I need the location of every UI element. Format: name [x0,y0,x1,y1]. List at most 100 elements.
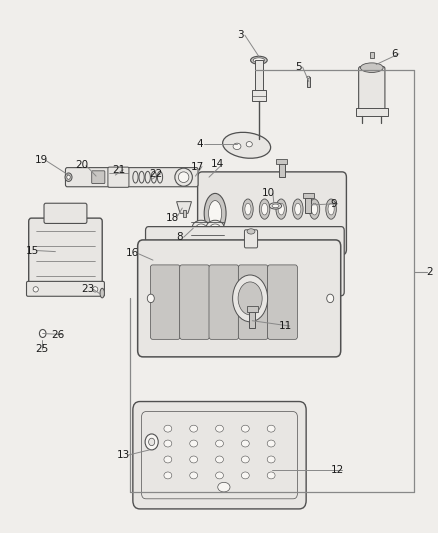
Ellipse shape [241,440,249,447]
Ellipse shape [267,272,272,277]
FancyBboxPatch shape [238,265,268,340]
Ellipse shape [307,240,312,245]
Ellipse shape [218,262,227,271]
Ellipse shape [33,287,38,292]
Text: 15: 15 [25,246,39,255]
Ellipse shape [317,256,322,261]
Ellipse shape [267,256,272,261]
Text: 19: 19 [34,155,47,165]
Ellipse shape [267,456,275,463]
Ellipse shape [317,272,322,277]
Ellipse shape [217,256,222,261]
FancyBboxPatch shape [108,167,129,187]
FancyBboxPatch shape [28,218,102,288]
Ellipse shape [307,256,312,261]
FancyBboxPatch shape [133,401,305,509]
Ellipse shape [244,231,251,238]
Ellipse shape [306,76,309,78]
Ellipse shape [215,440,223,447]
Ellipse shape [269,203,281,209]
FancyBboxPatch shape [182,209,186,217]
Ellipse shape [174,168,192,186]
Ellipse shape [67,175,70,179]
Text: 12: 12 [330,465,343,474]
Ellipse shape [257,272,262,277]
Ellipse shape [247,229,254,234]
Ellipse shape [156,240,162,245]
FancyBboxPatch shape [251,90,265,101]
Ellipse shape [205,220,224,236]
Ellipse shape [217,482,230,492]
Ellipse shape [187,256,192,261]
Ellipse shape [92,287,98,292]
Ellipse shape [242,199,253,219]
Ellipse shape [156,256,162,261]
Ellipse shape [217,272,222,277]
Ellipse shape [308,199,319,219]
Ellipse shape [247,256,252,261]
Ellipse shape [311,203,317,215]
Ellipse shape [277,256,282,261]
Ellipse shape [241,456,249,463]
FancyBboxPatch shape [278,164,284,177]
Ellipse shape [241,472,249,479]
Text: 8: 8 [176,232,182,243]
Ellipse shape [177,272,182,277]
Ellipse shape [241,425,249,432]
Ellipse shape [187,272,192,277]
Text: 25: 25 [35,344,49,354]
Ellipse shape [253,58,264,62]
Ellipse shape [257,256,262,261]
Ellipse shape [177,256,182,261]
Ellipse shape [247,240,252,245]
Ellipse shape [264,231,272,238]
FancyBboxPatch shape [141,411,297,499]
Ellipse shape [100,288,104,298]
FancyBboxPatch shape [92,171,105,183]
Ellipse shape [178,172,188,182]
Text: 3: 3 [237,30,243,41]
Ellipse shape [187,240,192,245]
Ellipse shape [327,240,332,245]
Text: 14: 14 [211,159,224,169]
Ellipse shape [261,203,267,215]
Ellipse shape [166,256,172,261]
FancyBboxPatch shape [369,52,373,58]
FancyBboxPatch shape [244,230,257,248]
Ellipse shape [277,240,282,245]
Text: 18: 18 [165,213,178,223]
FancyBboxPatch shape [150,265,180,340]
Ellipse shape [156,272,162,277]
Ellipse shape [215,472,223,479]
Text: 17: 17 [191,161,204,172]
Ellipse shape [287,272,292,277]
Ellipse shape [277,272,282,277]
FancyBboxPatch shape [138,240,340,357]
Ellipse shape [257,240,262,245]
Ellipse shape [147,294,154,303]
Ellipse shape [204,193,226,233]
Ellipse shape [292,199,302,219]
Ellipse shape [215,456,223,463]
Ellipse shape [191,220,210,236]
Text: 16: 16 [126,248,139,258]
FancyBboxPatch shape [267,265,297,340]
Ellipse shape [197,240,202,245]
Ellipse shape [227,256,232,261]
Ellipse shape [222,132,270,158]
Ellipse shape [276,199,286,219]
Text: 21: 21 [112,165,125,175]
Ellipse shape [145,434,158,450]
Ellipse shape [207,256,212,261]
Ellipse shape [267,472,275,479]
Ellipse shape [250,56,267,64]
FancyBboxPatch shape [246,306,258,312]
Ellipse shape [189,440,197,447]
Text: 20: 20 [75,160,88,171]
Ellipse shape [307,272,312,277]
Ellipse shape [166,240,172,245]
Ellipse shape [217,240,222,245]
Ellipse shape [209,224,220,232]
FancyBboxPatch shape [306,77,309,87]
Text: 4: 4 [196,139,203,149]
